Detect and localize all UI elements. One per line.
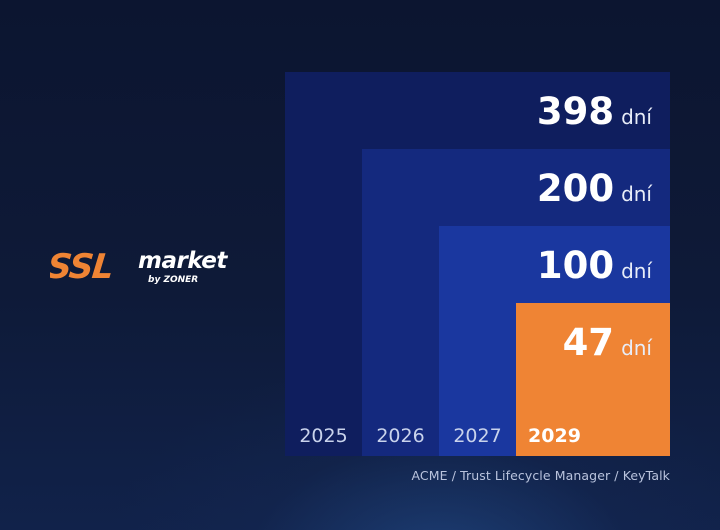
- source-note: ACME / Trust Lifecycle Manager / KeyTalk: [411, 468, 670, 483]
- logo-graphic: SSL market by ZONER: [50, 247, 229, 287]
- year-label-2025: 2025: [299, 425, 347, 447]
- year-label-2029: 2029: [528, 425, 581, 447]
- svg-text:by ZONER: by ZONER: [148, 275, 198, 285]
- sslmarket-logo: SSL market by ZONER: [50, 242, 250, 292]
- svg-text:SSL: SSL: [50, 247, 114, 287]
- value-label-2025: 398 dní: [537, 90, 654, 133]
- svg-text:market: market: [138, 248, 228, 274]
- bar-2029: [516, 303, 670, 456]
- value-label-2027: 100 dní: [537, 244, 654, 287]
- value-label-2026: 200 dní: [537, 167, 654, 210]
- value-label-2029: 47 dní: [563, 321, 654, 364]
- year-label-2026: 2026: [376, 425, 424, 447]
- year-label-2027: 2027: [453, 425, 501, 447]
